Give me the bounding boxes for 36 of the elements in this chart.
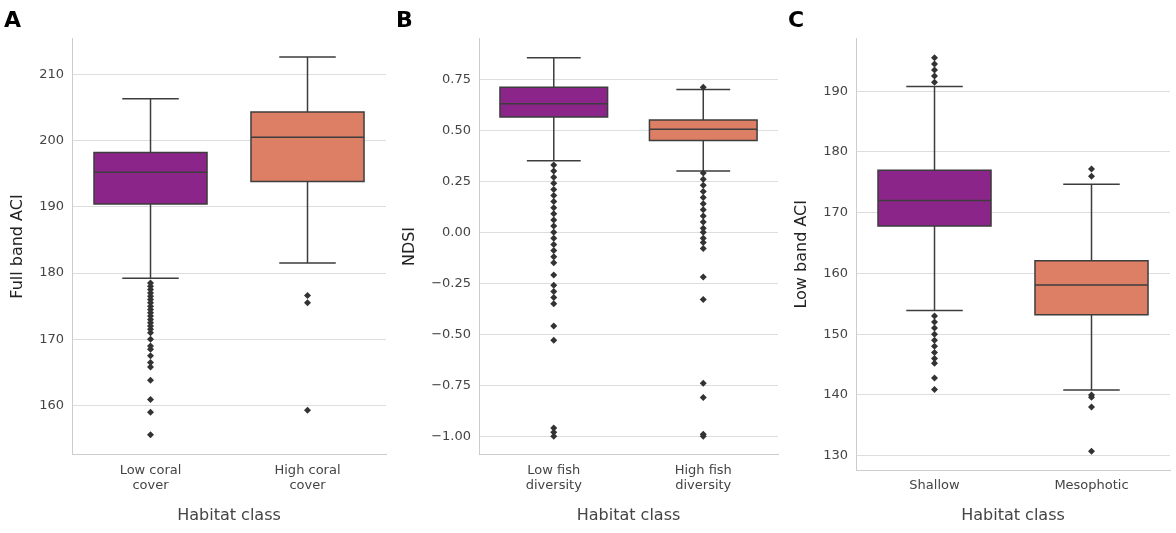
y-axis-title: Full band ACI	[6, 194, 26, 299]
y-tick-label: 190	[823, 82, 849, 98]
y-tick-label: −0.50	[431, 325, 472, 341]
y-tick-label: 0.00	[442, 223, 472, 239]
y-axis-title: Low band ACI	[790, 200, 810, 309]
chart-title: A	[4, 6, 22, 32]
y-tick-label: 0.50	[442, 121, 472, 137]
x-axis-title: Habitat class	[961, 504, 1065, 524]
y-tick-label: 210	[39, 65, 65, 81]
y-tick-label: 150	[823, 325, 849, 341]
y-tick-label: 170	[39, 330, 65, 346]
y-axis-title: NDSI	[398, 226, 418, 267]
x-axis-title: Habitat class	[177, 504, 281, 524]
y-tick-label: −0.25	[431, 274, 472, 290]
chart-title: C	[788, 6, 805, 32]
y-tick-label: 180	[823, 143, 849, 159]
chart-title: B	[396, 6, 413, 32]
x-tick-label: High fish diversity	[674, 461, 732, 493]
y-tick-label: 170	[823, 204, 849, 220]
x-tick-label: Shallow	[909, 477, 960, 493]
y-tick-label: 160	[39, 396, 65, 412]
y-tick-label: 130	[823, 447, 849, 462]
y-tick-label: 140	[823, 386, 849, 402]
y-tick-label: 0.25	[442, 172, 472, 188]
x-tick-label: Low coral cover	[119, 461, 182, 493]
y-tick-label: 180	[39, 264, 65, 280]
x-axis-title: Habitat class	[576, 504, 681, 524]
y-tick-label: 0.75	[442, 70, 472, 86]
y-tick-label: −1.00	[431, 427, 472, 443]
y-tick-label: 200	[39, 131, 65, 147]
x-tick-label: Low fish diversity	[525, 461, 583, 493]
y-tick-label: 160	[823, 264, 849, 280]
y-tick-label: −0.75	[431, 376, 472, 392]
x-tick-label: Mesophotic	[1054, 477, 1129, 493]
y-tick-label: 190	[39, 198, 65, 214]
x-tick-label: High coral cover	[274, 461, 341, 493]
